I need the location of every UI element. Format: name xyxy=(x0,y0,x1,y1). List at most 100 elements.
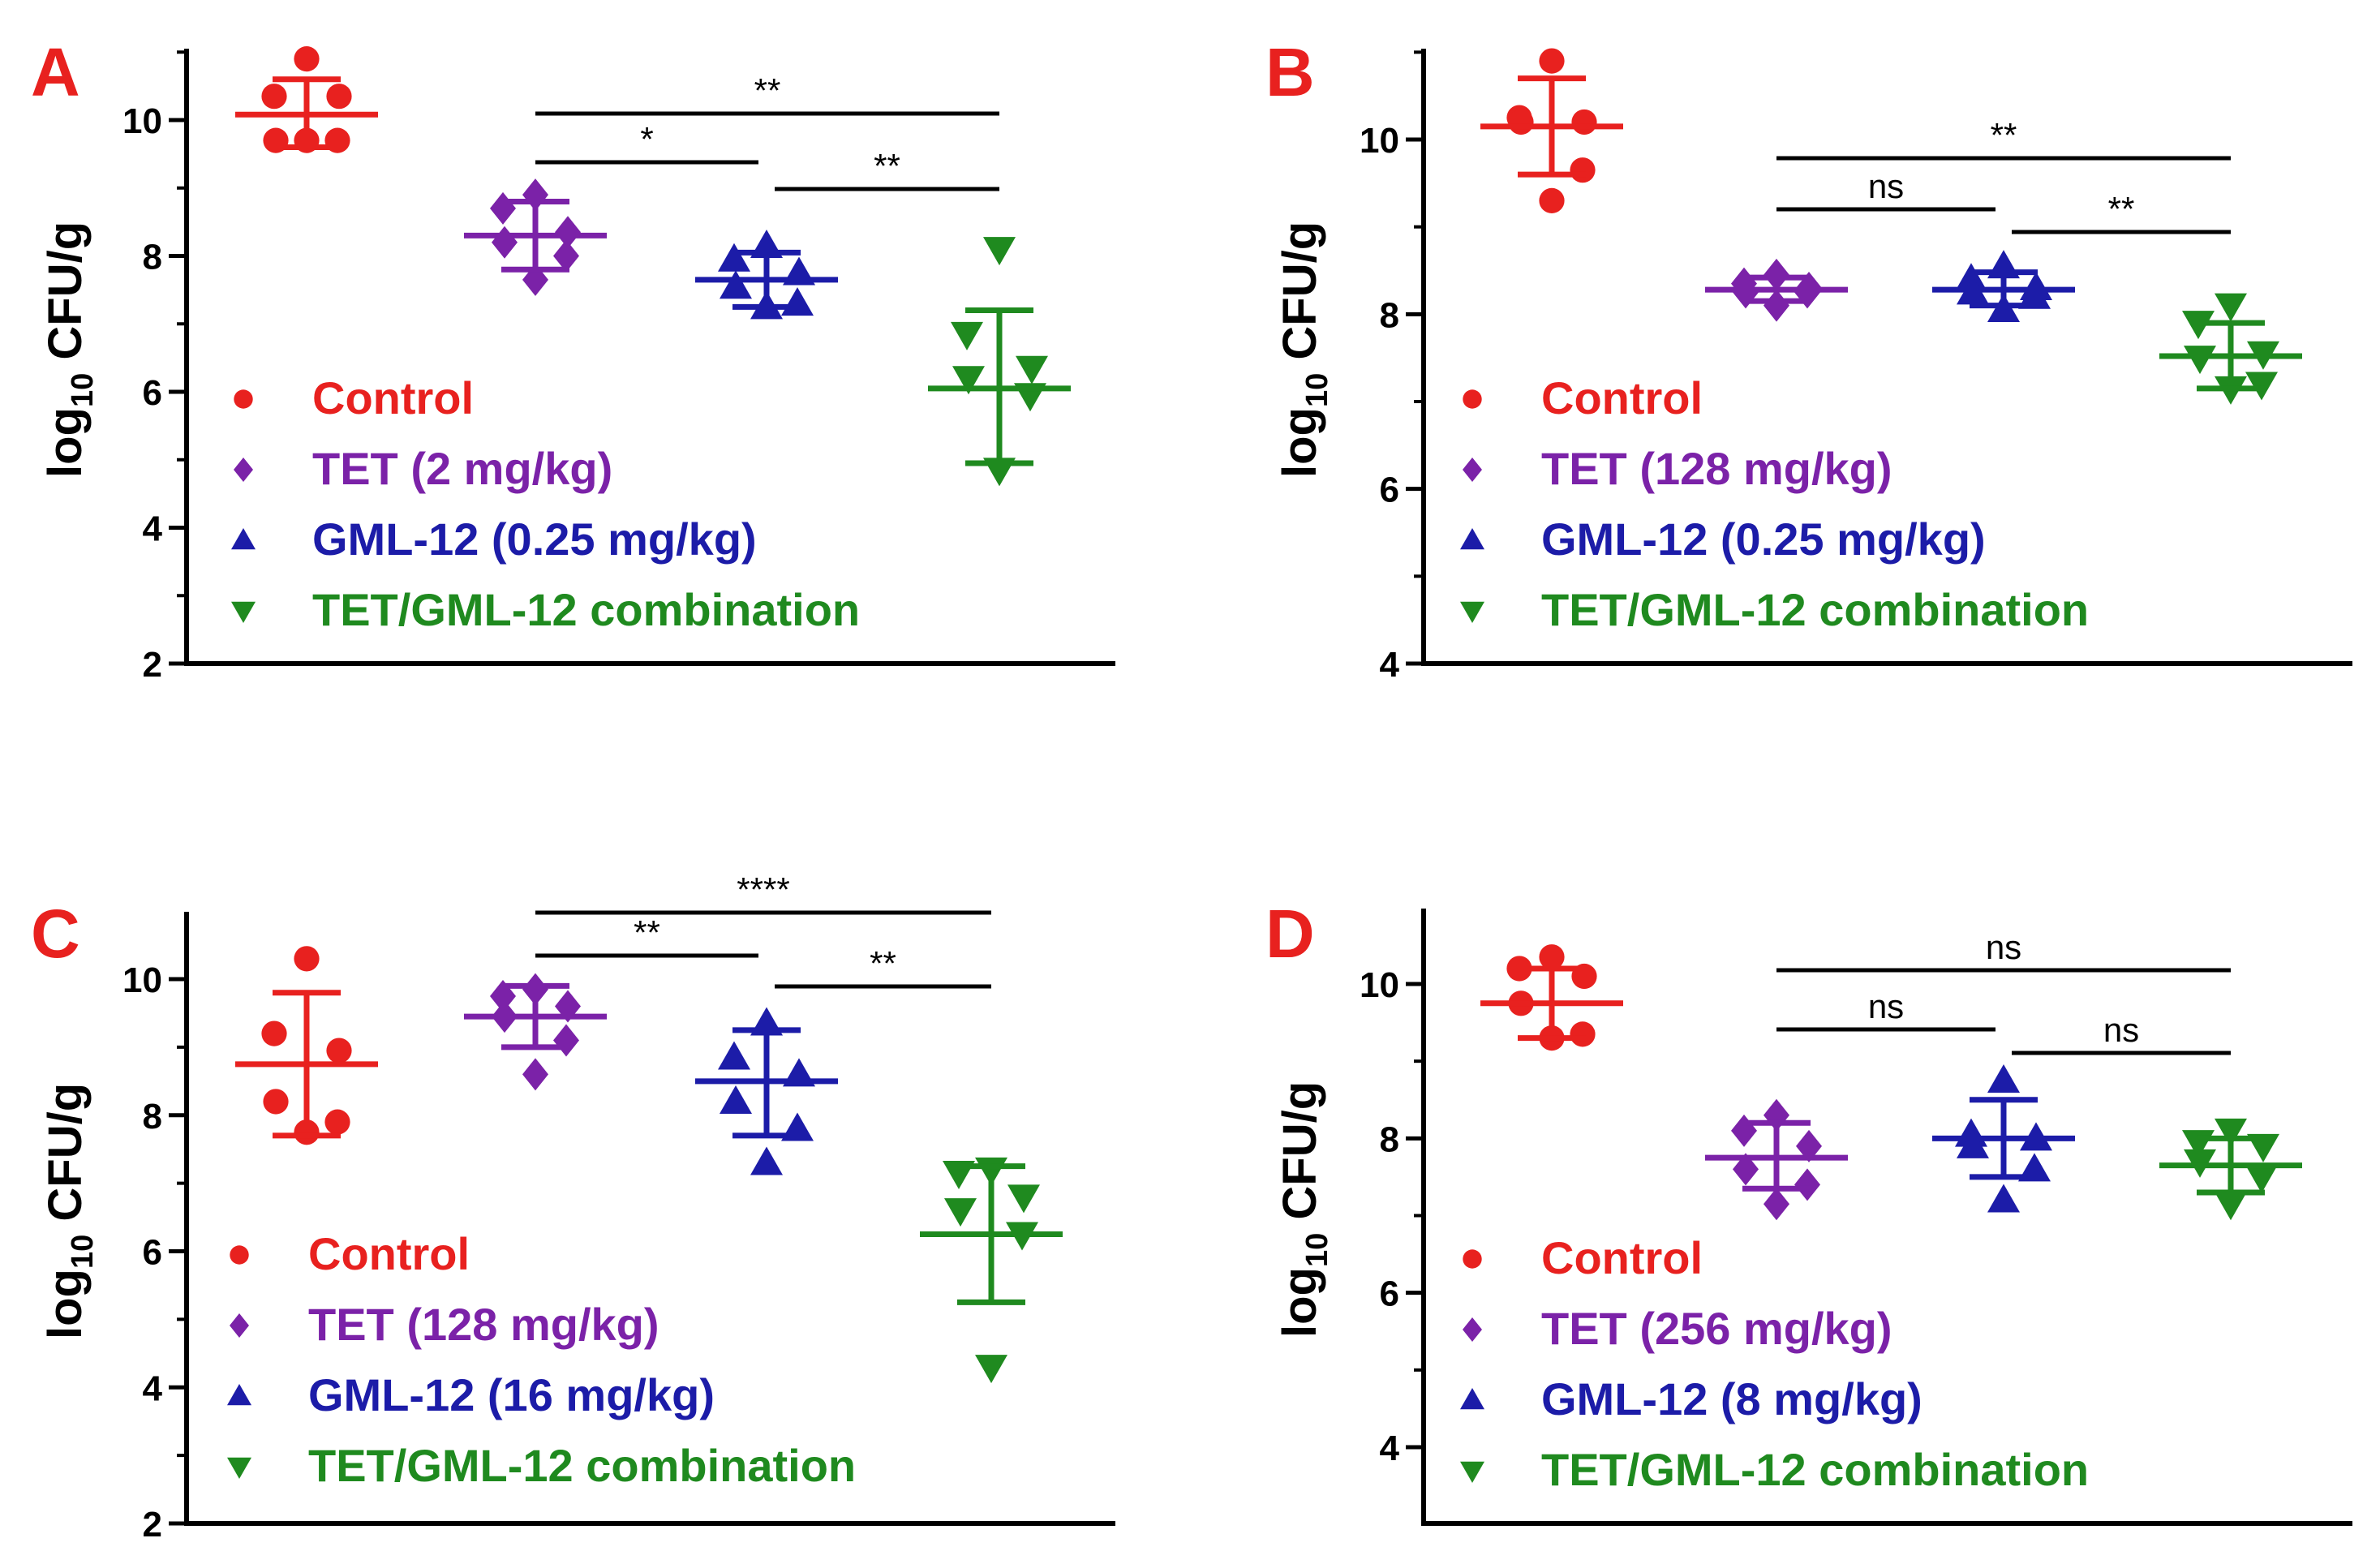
data-point xyxy=(2215,1192,2247,1221)
group-tet xyxy=(464,178,607,296)
data-point xyxy=(492,226,518,259)
y-tick-label: 2 xyxy=(143,1505,162,1545)
legend-marker xyxy=(1463,389,1482,409)
data-point xyxy=(1955,263,1987,292)
legend-marker xyxy=(1460,1388,1484,1410)
legend-label: TET/GML-12 combination xyxy=(312,584,860,635)
group-control xyxy=(1480,48,1623,213)
y-tick-label: 4 xyxy=(1380,1429,1400,1468)
significance-label: ** xyxy=(634,913,660,952)
data-point xyxy=(326,84,352,110)
y-tick-label: 6 xyxy=(1380,470,1399,510)
data-point xyxy=(522,1058,548,1091)
significance-label: ** xyxy=(2108,190,2135,228)
data-point xyxy=(718,1041,750,1070)
y-axis-label-main: log xyxy=(1274,1267,1326,1338)
group-combo xyxy=(2159,1118,2302,1221)
legend-entry-control: Control xyxy=(234,372,474,423)
legend-marker xyxy=(231,601,256,623)
data-point xyxy=(2215,293,2247,322)
y-tick-label: 4 xyxy=(1380,645,1400,685)
significance-label: * xyxy=(640,120,653,158)
y-tick-label: 8 xyxy=(1380,1119,1399,1159)
legend-label: Control xyxy=(312,372,474,423)
group-control xyxy=(235,946,378,1145)
legend-label: TET (256 mg/kg) xyxy=(1541,1303,1892,1354)
data-point xyxy=(1987,1063,2020,1093)
y-tick-label: 6 xyxy=(143,373,162,413)
legend-label: Control xyxy=(1541,1232,1703,1283)
y-axis-label: log10 CFU/g xyxy=(39,1083,100,1339)
data-point xyxy=(1539,187,1565,213)
group-gml xyxy=(695,229,838,320)
legend-entry-control: Control xyxy=(1463,1232,1703,1283)
y-axis-label-units: CFU/g xyxy=(39,1083,92,1235)
group-gml xyxy=(695,1007,838,1175)
y-tick-label: 4 xyxy=(143,1368,163,1408)
legend-marker xyxy=(1460,528,1484,550)
data-point xyxy=(294,46,320,72)
data-point xyxy=(1796,1129,1822,1162)
legend-entry-combo: TET/GML-12 combination xyxy=(1460,1444,2089,1495)
data-point xyxy=(720,270,752,299)
y-axis-label: log10 CFU/g xyxy=(39,221,100,478)
legend-label: GML-12 (0.25 mg/kg) xyxy=(312,513,757,565)
y-axis-label-subscript: 10 xyxy=(1300,1233,1334,1267)
data-point xyxy=(983,237,1016,266)
data-point xyxy=(1016,355,1048,385)
group-combo xyxy=(928,237,1071,487)
legend-marker xyxy=(227,1457,251,1479)
legend-marker xyxy=(1463,1249,1482,1269)
legend-entry-control: Control xyxy=(230,1228,470,1279)
y-axis-label-subscript: 10 xyxy=(66,373,100,407)
data-point xyxy=(718,243,750,272)
legend-marker xyxy=(1463,458,1482,482)
data-point xyxy=(750,1146,783,1175)
data-point xyxy=(1539,944,1565,970)
legend-label: Control xyxy=(1541,372,1703,423)
legend-entry-combo: TET/GML-12 combination xyxy=(227,1440,856,1491)
legend-entry-gml: GML-12 (0.25 mg/kg) xyxy=(231,513,757,565)
data-point xyxy=(2245,1164,2278,1193)
legend-marker xyxy=(230,1245,249,1265)
data-point xyxy=(263,1089,289,1115)
data-point xyxy=(720,1085,752,1114)
data-point xyxy=(2018,280,2051,309)
y-tick-label: 8 xyxy=(143,1097,162,1136)
legend-marker xyxy=(1463,1317,1482,1342)
legend-entry-tet: TET (128 mg/kg) xyxy=(230,1299,659,1350)
y-axis-label-units: CFU/g xyxy=(39,221,92,373)
data-point xyxy=(294,946,320,972)
y-tick-label: 2 xyxy=(143,645,162,685)
legend-label: TET/GML-12 combination xyxy=(1541,584,2089,635)
data-point xyxy=(952,366,985,395)
legend-entry-tet: TET (256 mg/kg) xyxy=(1463,1303,1892,1354)
data-point xyxy=(1764,289,1789,322)
group-gml xyxy=(1932,250,2075,322)
legend-label: TET (2 mg/kg) xyxy=(312,443,612,494)
legend-label: TET/GML-12 combination xyxy=(1541,1444,2089,1495)
y-axis-label: log10 CFU/g xyxy=(1274,221,1334,478)
group-tet xyxy=(1705,258,1848,322)
group-combo xyxy=(2159,293,2302,405)
legend-marker xyxy=(230,1313,249,1338)
data-point xyxy=(1733,1153,1759,1186)
y-axis-label-units: CFU/g xyxy=(1274,1081,1326,1233)
panel-letter: D xyxy=(1265,896,1315,972)
data-point xyxy=(553,239,579,273)
data-point xyxy=(1987,1184,2020,1213)
data-point xyxy=(261,84,287,110)
legend-entry-gml: GML-12 (8 mg/kg) xyxy=(1460,1373,1922,1424)
significance-label: ** xyxy=(874,147,900,185)
y-axis-label-units: CFU/g xyxy=(1274,221,1326,373)
y-tick-label: 6 xyxy=(1380,1274,1399,1314)
data-point xyxy=(1570,1021,1596,1047)
data-point xyxy=(1571,109,1597,135)
y-tick-label: 10 xyxy=(1360,121,1399,161)
